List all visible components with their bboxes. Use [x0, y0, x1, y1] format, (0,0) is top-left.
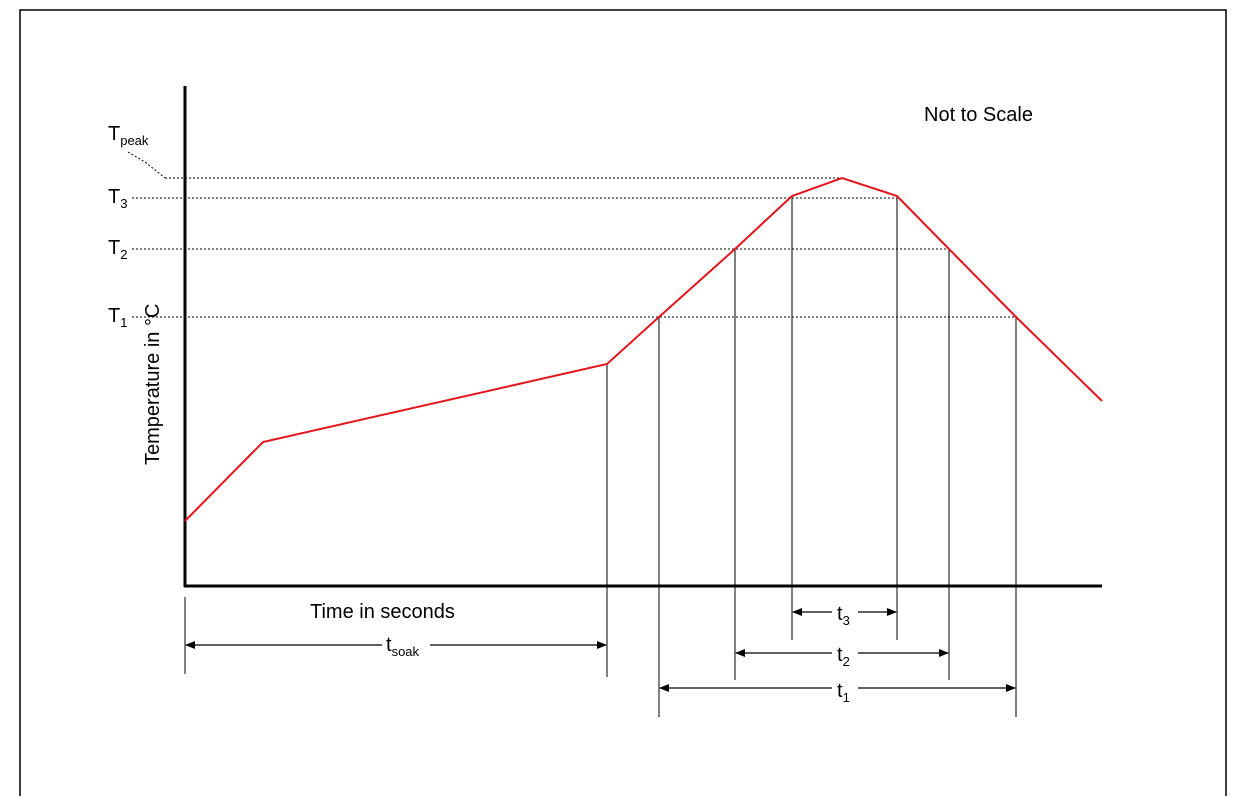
x-axis-label: Time in seconds	[310, 601, 455, 623]
t2-duration-label: t2	[837, 644, 850, 669]
t-soak-label: tsoak	[386, 634, 420, 659]
t-peak-leader-line	[127, 151, 166, 179]
t3-label: T3	[108, 186, 127, 211]
figure-frame	[19, 9, 1227, 796]
temperature-profile-curve	[184, 176, 1103, 522]
t3-duration-label: t3	[837, 603, 850, 628]
t-peak-label: Tpeak	[108, 123, 149, 148]
t2-label: T2	[108, 237, 127, 262]
t1-duration-label: t1	[837, 680, 850, 705]
not-to-scale-note: Not to Scale	[924, 104, 1033, 126]
t1-label: T1	[108, 305, 127, 330]
y-axis-label: Temperature in °C	[142, 304, 164, 465]
